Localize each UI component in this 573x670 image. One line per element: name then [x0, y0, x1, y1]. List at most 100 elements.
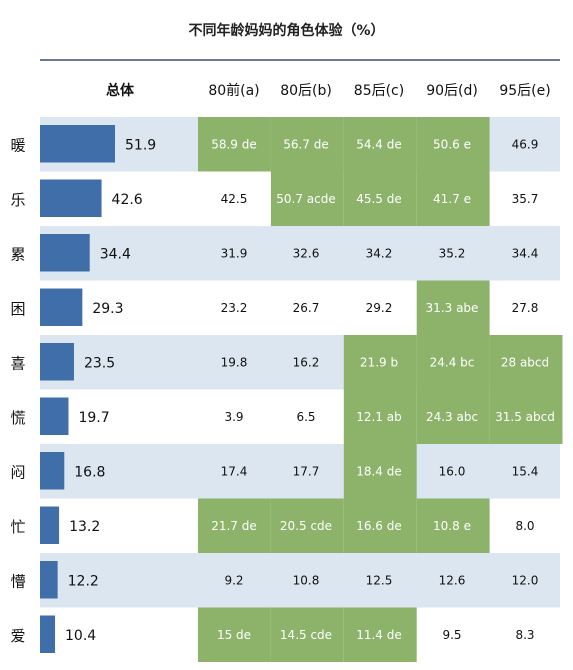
row-label: 爱 — [10, 627, 25, 645]
table-cell: 8.3 — [515, 628, 534, 642]
highlight-cell — [270, 607, 344, 662]
highlight-cell — [343, 607, 417, 662]
highlight-cell — [343, 117, 417, 172]
table-cell: 31.5 abcd — [495, 410, 555, 424]
total-value: 42.6 — [112, 192, 143, 208]
table-cell: 35.7 — [512, 192, 539, 206]
highlight-cell — [416, 171, 490, 226]
table-cell: 6.5 — [296, 410, 315, 424]
total-bar — [40, 234, 90, 272]
table-cell: 18.4 de — [356, 464, 402, 478]
table-cell: 9.2 — [224, 573, 243, 587]
highlight-cell — [416, 280, 490, 335]
table-cell: 35.2 — [439, 246, 466, 260]
table-cell: 24.3 abc — [426, 410, 478, 424]
total-bar — [40, 452, 65, 490]
table-cell: 41.7 e — [433, 192, 471, 206]
highlight-cell — [343, 389, 417, 444]
total-value: 34.4 — [100, 246, 131, 262]
table-cell: 17.4 — [221, 464, 248, 478]
table-cell: 58.9 de — [211, 137, 257, 151]
total-value: 23.5 — [84, 355, 115, 371]
table-cell: 16.2 — [293, 355, 320, 369]
table-cell: 16.6 de — [356, 519, 402, 533]
highlight-cell — [198, 498, 271, 553]
table-cell: 28 abcd — [501, 355, 549, 369]
row-label: 闷 — [10, 463, 25, 481]
header-col-1: 80后(b) — [280, 83, 332, 99]
table-cell: 42.5 — [221, 192, 248, 206]
row-label: 乐 — [10, 191, 25, 209]
row-label: 忙 — [10, 518, 25, 536]
table-cell: 23.2 — [221, 301, 248, 315]
chart-title: 不同年龄妈妈的角色体验（%） — [188, 23, 385, 39]
table-cell: 31.9 — [221, 246, 248, 260]
highlight-cell — [343, 444, 417, 499]
total-value: 13.2 — [69, 519, 100, 535]
table-cell: 10.8 — [293, 573, 320, 587]
total-value: 10.4 — [65, 628, 96, 644]
total-bar — [40, 125, 115, 163]
highlight-cell — [198, 607, 271, 662]
total-value: 16.8 — [74, 464, 105, 480]
header-col-4: 95后(e) — [499, 83, 550, 99]
table-cell: 21.7 de — [211, 519, 257, 533]
table-cell: 45.5 de — [356, 192, 402, 206]
column-headers: 总体 80前(a) 80后(b) 85后(c) 90后(d) 95后(e) — [106, 82, 551, 99]
table-cell: 27.8 — [512, 301, 539, 315]
total-bar — [40, 288, 83, 326]
highlight-cell — [343, 171, 417, 226]
table-cell: 46.9 — [512, 137, 539, 151]
table-cell: 11.4 de — [356, 628, 402, 642]
table-cell: 12.6 — [439, 573, 466, 587]
total-bar — [40, 615, 56, 653]
table-cell: 9.5 — [442, 628, 461, 642]
table-cell: 15 de — [217, 628, 251, 642]
highlight-cell — [416, 498, 490, 553]
highlight-cell — [489, 335, 563, 390]
table-cell: 21.9 b — [360, 355, 398, 369]
table-cell: 26.7 — [293, 301, 320, 315]
table-cells: 暖 58.9 de 56.7 de 54.4 de 50.6 e 46.9 乐 42.5 50.… — [10, 136, 554, 645]
table-cell: 24.4 bc — [430, 355, 475, 369]
table-cell: 12.5 — [366, 573, 393, 587]
table-cell: 3.9 — [224, 410, 243, 424]
total-bar — [40, 179, 102, 217]
row-label: 暖 — [10, 136, 25, 154]
total-value: 29.3 — [92, 301, 123, 317]
total-bar — [40, 506, 60, 544]
highlight-cell — [270, 117, 344, 172]
header-col-2: 85后(c) — [354, 83, 404, 99]
row-band — [40, 444, 560, 499]
header-col-0: 80前(a) — [208, 82, 259, 99]
row-label: 困 — [10, 300, 25, 318]
table-cell: 12.1 ab — [356, 410, 402, 424]
table-cell: 12.0 — [512, 573, 539, 587]
highlight-cell — [343, 498, 417, 553]
table-cell: 15.4 — [512, 464, 539, 478]
row-label: 懵 — [10, 572, 25, 590]
table-cell: 56.7 de — [283, 137, 329, 151]
total-bar — [40, 397, 69, 435]
highlight-cells — [198, 117, 563, 662]
table-cell: 14.5 cde — [280, 628, 332, 642]
highlight-cell — [489, 389, 563, 444]
row-label: 慌 — [10, 409, 25, 427]
table-cell: 19.8 — [221, 355, 248, 369]
table-cell: 8.0 — [515, 519, 534, 533]
table-cell: 10.8 e — [433, 519, 471, 533]
table-cell: 50.7 acde — [276, 192, 335, 206]
total-value: 19.7 — [78, 410, 109, 426]
table-cell: 32.6 — [293, 246, 320, 260]
table-cell: 54.4 de — [356, 137, 402, 151]
highlight-cell — [270, 498, 344, 553]
table-cell: 50.6 e — [433, 137, 471, 151]
highlight-cell — [270, 171, 344, 226]
row-label: 累 — [10, 245, 25, 263]
table-cell: 34.2 — [366, 246, 393, 260]
row-band — [40, 226, 560, 281]
highlight-cell — [198, 117, 271, 172]
total-value: 12.2 — [68, 573, 99, 589]
table-cell: 20.5 cde — [280, 519, 332, 533]
highlight-cell — [343, 335, 417, 390]
